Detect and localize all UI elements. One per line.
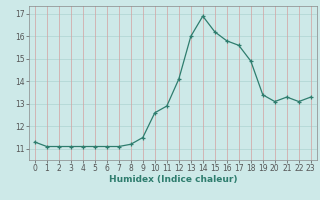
X-axis label: Humidex (Indice chaleur): Humidex (Indice chaleur)	[108, 175, 237, 184]
